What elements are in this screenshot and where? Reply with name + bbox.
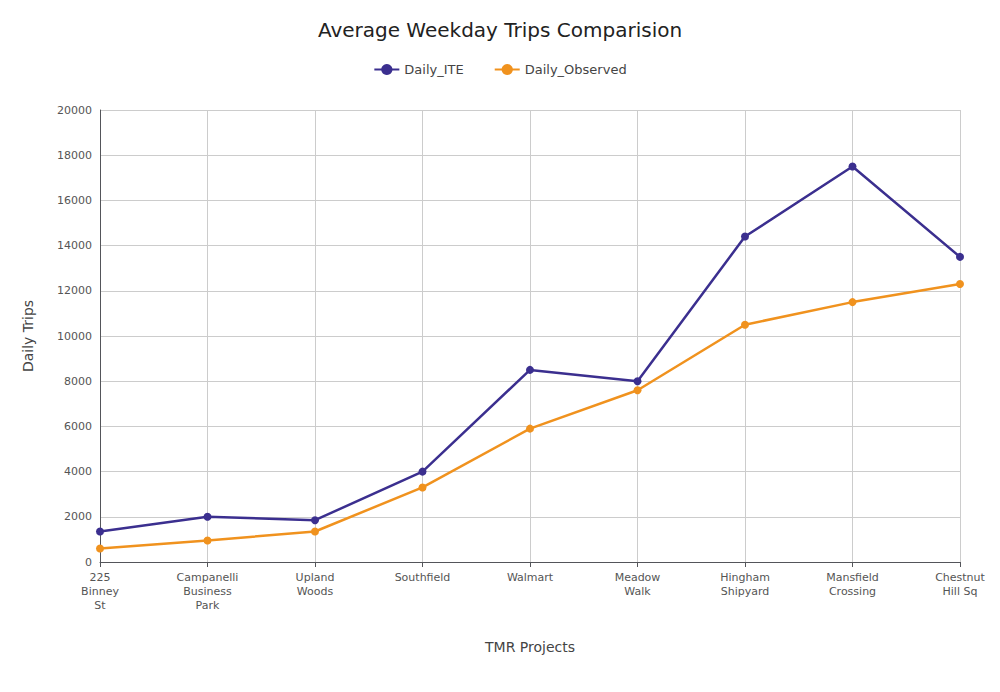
svg-text:Hill Sq: Hill Sq (943, 585, 978, 598)
svg-text:0: 0 (85, 556, 92, 569)
svg-text:Upland: Upland (296, 571, 335, 584)
svg-text:Crossing: Crossing (829, 585, 876, 598)
svg-text:16000: 16000 (57, 194, 92, 207)
svg-text:TMR Projects: TMR Projects (484, 639, 575, 655)
svg-text:12000: 12000 (57, 284, 92, 297)
svg-text:14000: 14000 (57, 239, 92, 252)
svg-text:6000: 6000 (64, 420, 92, 433)
svg-text:Woods: Woods (297, 585, 334, 598)
svg-text:Daily_ITE: Daily_ITE (404, 62, 463, 77)
svg-text:Meadow: Meadow (615, 571, 661, 584)
svg-text:Campanelli: Campanelli (177, 571, 239, 584)
svg-text:Daily_Observed: Daily_Observed (525, 62, 627, 77)
svg-text:Park: Park (196, 599, 220, 612)
svg-text:Hingham: Hingham (720, 571, 770, 584)
svg-text:Daily Trips: Daily Trips (20, 300, 36, 372)
svg-text:18000: 18000 (57, 149, 92, 162)
svg-text:Binney: Binney (81, 585, 119, 598)
svg-text:Walmart: Walmart (507, 571, 554, 584)
svg-text:St: St (94, 599, 106, 612)
svg-text:Chestnut: Chestnut (935, 571, 985, 584)
svg-text:Business: Business (183, 585, 232, 598)
svg-text:225: 225 (90, 571, 111, 584)
svg-text:Mansfield: Mansfield (826, 571, 879, 584)
svg-text:10000: 10000 (57, 330, 92, 343)
svg-text:8000: 8000 (64, 375, 92, 388)
svg-text:Southfield: Southfield (395, 571, 451, 584)
svg-text:2000: 2000 (64, 510, 92, 523)
svg-text:20000: 20000 (57, 104, 92, 117)
svg-text:4000: 4000 (64, 465, 92, 478)
svg-text:Walk: Walk (624, 585, 651, 598)
svg-text:Average Weekday Trips Comparis: Average Weekday Trips Comparision (318, 18, 682, 42)
svg-text:Shipyard: Shipyard (721, 585, 770, 598)
